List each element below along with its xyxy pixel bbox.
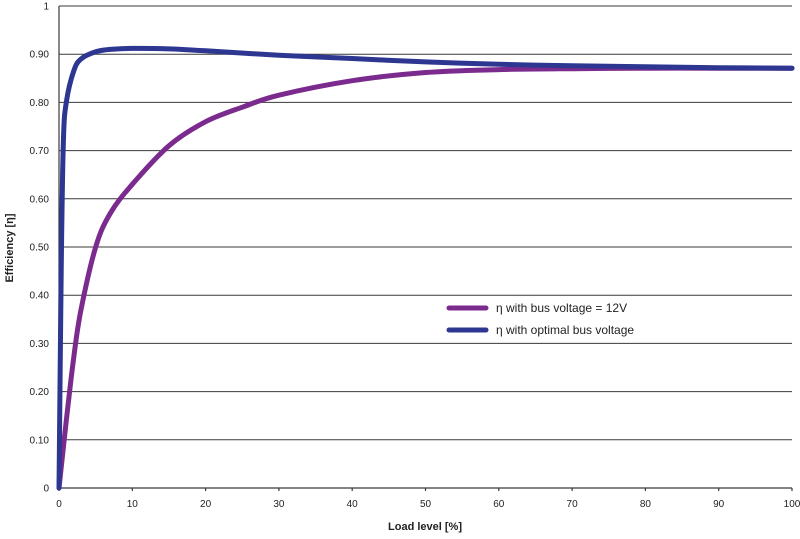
y-tick-label: 0.50 (30, 243, 50, 254)
grid-lines (59, 5, 792, 441)
y-tick-label: 0 (43, 484, 49, 495)
y-tick-label: 0.60 (30, 194, 50, 205)
y-axis-label: Efficiency [η] (4, 213, 16, 282)
legend: η with bus voltage = 12V η with optimal … (446, 301, 634, 337)
y-tick-label: 0.80 (30, 98, 50, 109)
x-tick-label: 20 (200, 499, 212, 510)
y-tick-label: 0.10 (30, 435, 50, 446)
axes (58, 6, 793, 491)
x-tick-label: 80 (640, 499, 652, 510)
y-tick-label: 0.40 (30, 291, 50, 302)
x-tick-label: 90 (713, 499, 725, 510)
y-tick-label: 0.30 (30, 339, 50, 350)
y-tick-label: 1 (43, 2, 49, 13)
x-tick-label: 30 (273, 499, 285, 510)
x-tick-label: 10 (127, 499, 139, 510)
y-tick-labels: 0 0.10 0.20 0.30 0.40 0.50 0.60 0.70 0.80 0.90 1 (30, 2, 50, 495)
x-tick-label: 50 (420, 499, 432, 510)
x-tick-labels: 0 10 20 30 40 50 60 70 80 90 100 (56, 499, 800, 510)
legend-label-optimal: η with optimal bus voltage (496, 323, 634, 337)
x-tick-label: 60 (493, 499, 505, 510)
x-tick-label: 100 (784, 499, 800, 510)
x-tick-label: 40 (347, 499, 359, 510)
y-tick-label: 0.20 (30, 387, 50, 398)
x-axis-label: Load level [%] (388, 521, 462, 533)
y-tick-label: 0.70 (30, 146, 50, 157)
x-tick-label: 0 (56, 499, 62, 510)
legend-label-12v: η with bus voltage = 12V (496, 301, 627, 315)
x-tick-label: 70 (567, 499, 579, 510)
series-line-12v (56, 65, 795, 491)
series-lines (56, 45, 795, 491)
y-tick-label: 0.90 (30, 50, 50, 61)
series-line-optimal (56, 45, 795, 491)
